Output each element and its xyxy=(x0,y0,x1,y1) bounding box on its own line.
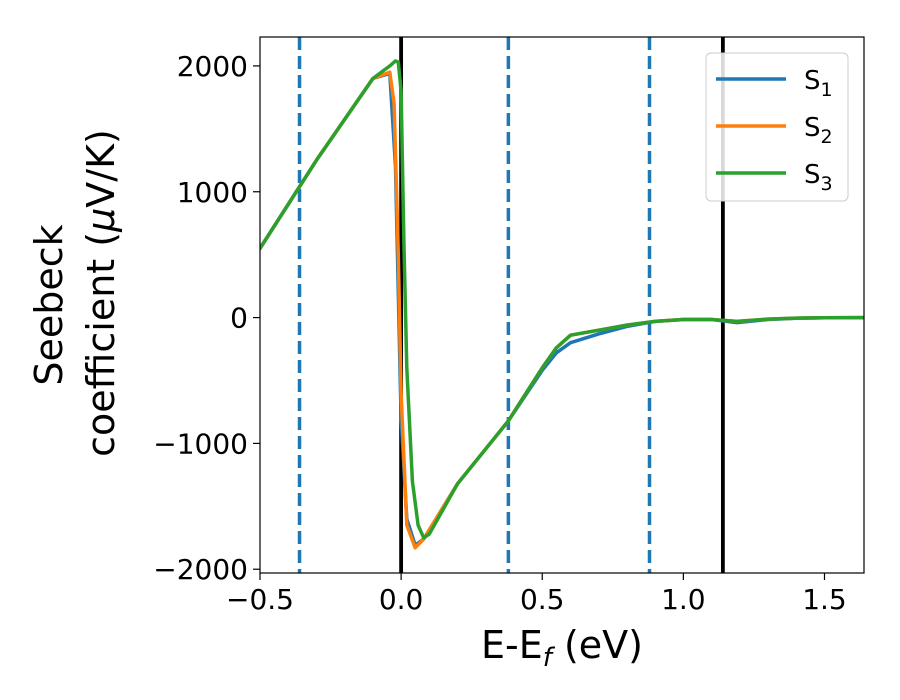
y-axis-title-line1: Seebeck xyxy=(27,224,71,385)
legend-label-s3: S3 xyxy=(804,160,833,195)
y-tick-label: −2000 xyxy=(153,553,248,586)
legend-label-s1: S1 xyxy=(804,66,833,101)
y-axis: −2000 −1000 0 1000 2000 xyxy=(153,50,260,586)
series-line-s3 xyxy=(260,59,864,540)
y-tick-label: 1000 xyxy=(177,176,248,209)
data-series xyxy=(260,59,864,550)
x-tick-label: 1.0 xyxy=(661,583,706,616)
x-tick-label: 0.5 xyxy=(520,583,565,616)
plot-frame xyxy=(259,36,865,574)
y-axis-title-line2: coefficient (μV/K) xyxy=(79,129,123,457)
x-axis-title: E-Ef (eV) xyxy=(481,623,643,673)
x-tick-label: 1.5 xyxy=(802,583,847,616)
y-tick-label: 0 xyxy=(230,302,248,335)
reference-lines xyxy=(297,37,725,573)
legend: S1 S2 S3 xyxy=(705,52,849,202)
legend-label-s2: S2 xyxy=(804,113,833,148)
y-axis-title: Seebeck coefficient (μV/K) xyxy=(27,129,123,457)
x-axis: −0.5 0.0 0.5 1.0 1.5 xyxy=(226,573,847,616)
x-tick-label: −0.5 xyxy=(226,583,294,616)
x-tick-label: 0.0 xyxy=(379,583,424,616)
y-tick-label: 2000 xyxy=(177,50,248,83)
y-tick-label: −1000 xyxy=(153,427,248,460)
